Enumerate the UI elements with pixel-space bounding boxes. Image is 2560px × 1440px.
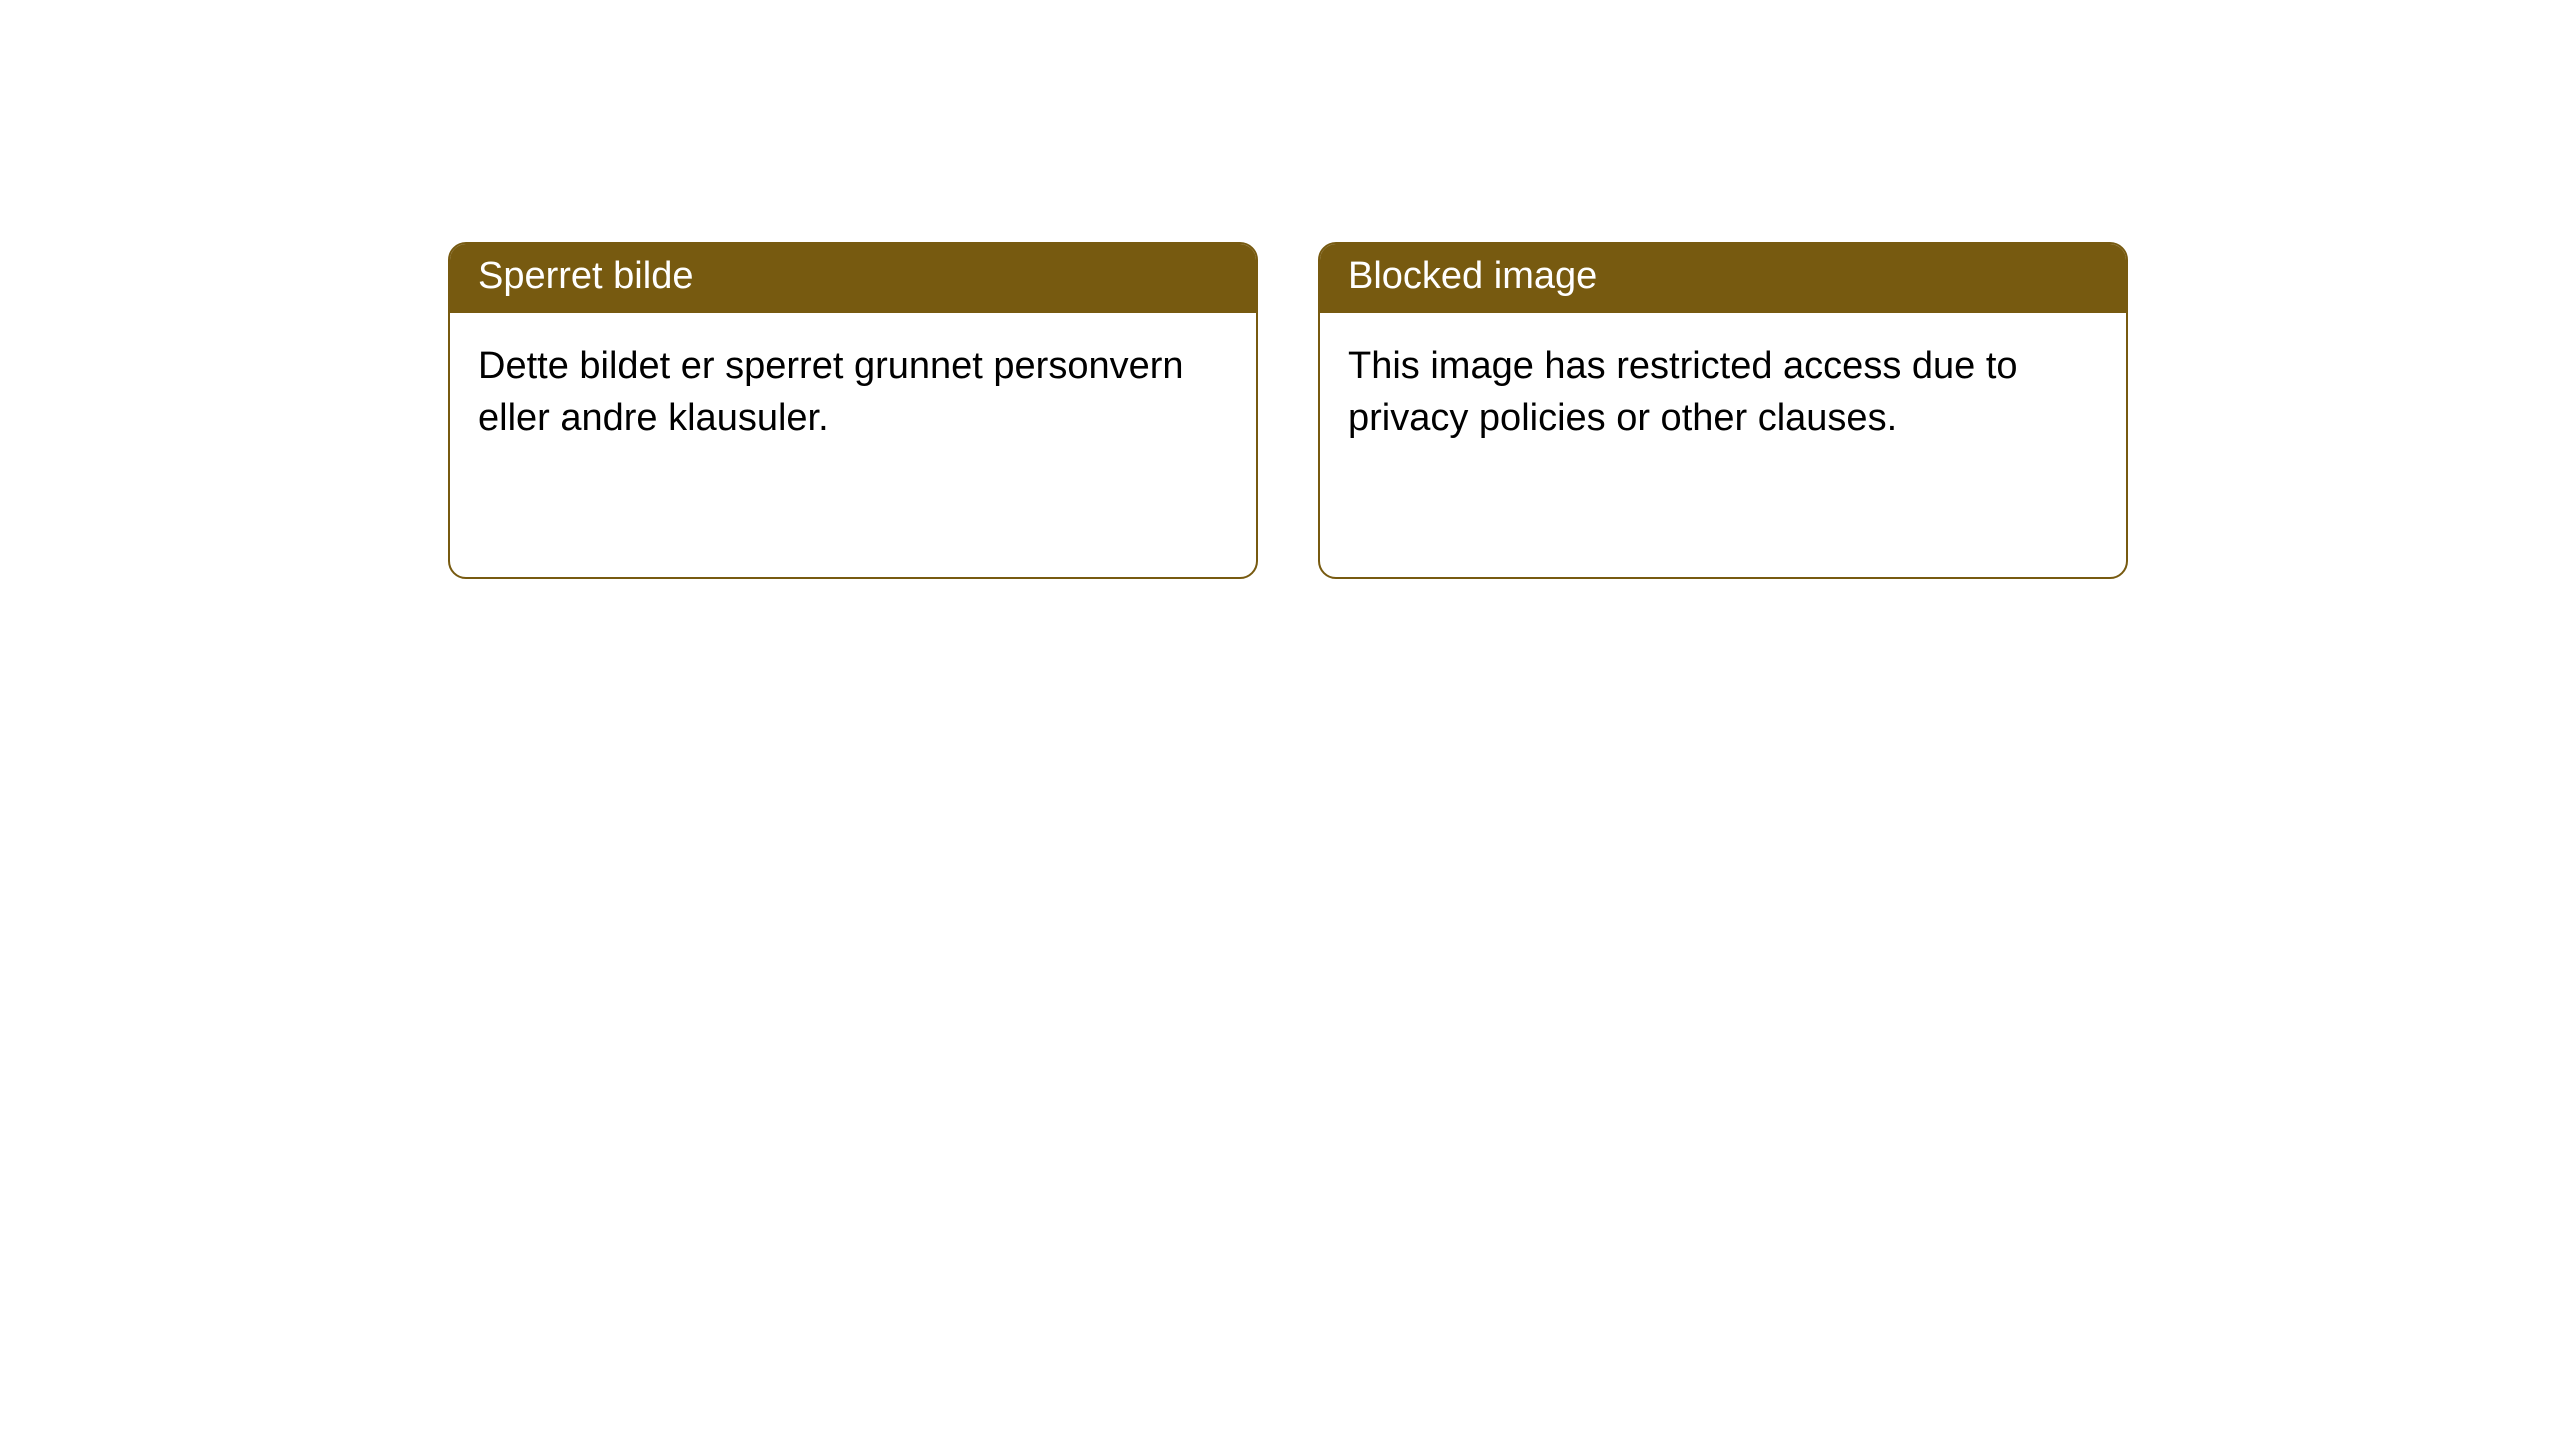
notice-body-english: This image has restricted access due to … [1320,313,2126,472]
notice-card-norwegian: Sperret bilde Dette bildet er sperret gr… [448,242,1258,579]
notice-title-english: Blocked image [1320,244,2126,313]
notice-card-english: Blocked image This image has restricted … [1318,242,2128,579]
notice-body-norwegian: Dette bildet er sperret grunnet personve… [450,313,1256,472]
notice-title-norwegian: Sperret bilde [450,244,1256,313]
notice-container: Sperret bilde Dette bildet er sperret gr… [0,0,2560,579]
